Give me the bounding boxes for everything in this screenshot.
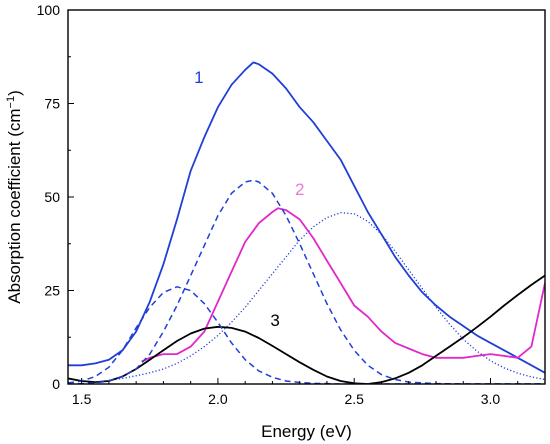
y-axis-title-superscript: −1 bbox=[5, 96, 17, 109]
plot-frame bbox=[67, 9, 546, 385]
series-layer bbox=[68, 61, 545, 384]
x-tick-label: 2.5 bbox=[344, 391, 364, 407]
curve-label-1: 1 bbox=[194, 68, 203, 87]
y-axis-title: Absorption coefficient (cm−1) bbox=[5, 90, 24, 304]
curve-label-3: 3 bbox=[270, 311, 279, 330]
x-tick-label: 1.5 bbox=[72, 391, 92, 407]
y-tick-label: 0 bbox=[52, 376, 60, 392]
y-axis-title-close: ) bbox=[5, 90, 24, 96]
curve-label-2: 2 bbox=[295, 180, 304, 199]
x-axis-title: Energy (eV) bbox=[261, 422, 352, 441]
y-tick-label: 50 bbox=[44, 189, 60, 205]
series-line-2-curve-2 bbox=[141, 207, 545, 363]
series-line-1-curve-1 bbox=[68, 61, 545, 374]
series-line-5-dashed bbox=[68, 179, 545, 384]
y-tick-label: 25 bbox=[44, 283, 60, 299]
y-axis-ticks: 0 25 50 75 100 bbox=[37, 2, 74, 392]
annotation-layer: 1 2 3 bbox=[194, 68, 304, 330]
x-tick-label: 3.0 bbox=[481, 391, 501, 407]
x-tick-label: 2.0 bbox=[208, 391, 228, 407]
x-axis-ticks: 1.5 2.0 2.5 3.0 bbox=[72, 378, 546, 407]
y-tick-label: 75 bbox=[44, 96, 60, 112]
y-axis-title-main: Absorption coefficient (cm bbox=[5, 108, 24, 303]
series-line-4-dashed bbox=[68, 286, 545, 384]
y-tick-label: 100 bbox=[37, 2, 61, 18]
series-line-6-dotted bbox=[95, 212, 545, 383]
series-line-3-curve-3 bbox=[68, 274, 545, 384]
